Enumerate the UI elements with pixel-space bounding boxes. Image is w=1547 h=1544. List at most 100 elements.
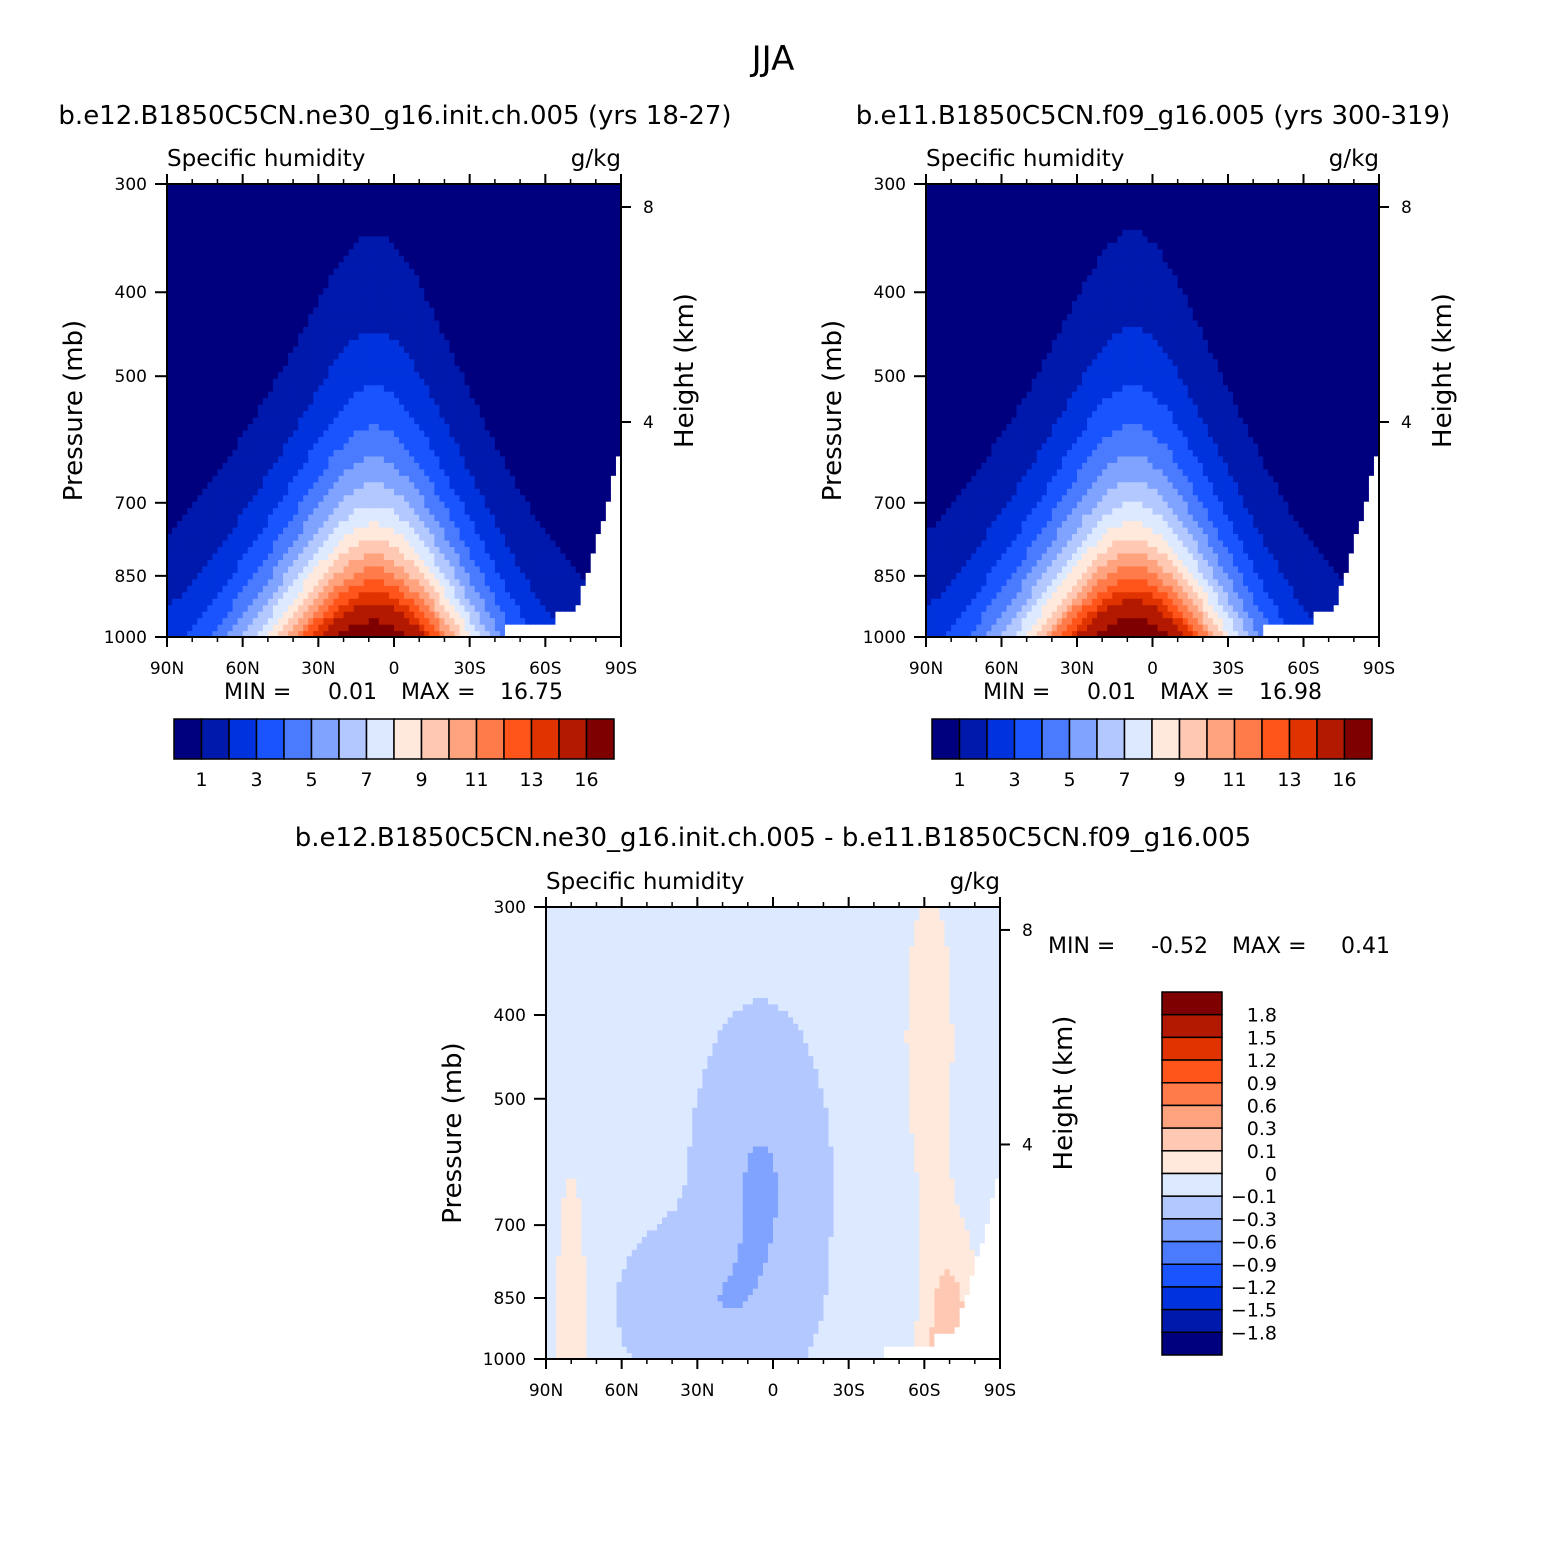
contour-cell xyxy=(358,514,365,522)
contour-cell xyxy=(560,481,567,489)
contour-cell xyxy=(348,294,355,302)
contour-cell xyxy=(580,624,587,632)
contour-cell xyxy=(615,533,622,541)
contour-cell xyxy=(399,306,405,315)
contour-cell xyxy=(247,520,254,528)
contour-cell xyxy=(575,410,582,418)
contour-cell xyxy=(595,501,602,509)
contour-cell xyxy=(419,598,425,606)
contour-cell xyxy=(323,294,330,302)
contour-cell xyxy=(520,546,526,554)
contour-cell xyxy=(605,384,612,392)
contour-cell xyxy=(298,313,304,321)
contour-cell xyxy=(262,630,269,638)
contour-cell xyxy=(267,475,274,483)
contour-cell xyxy=(308,630,314,638)
contour-cell xyxy=(257,358,264,366)
contour-cell xyxy=(252,526,259,535)
contour-cell xyxy=(283,585,289,593)
contour-cell xyxy=(550,533,557,541)
contour-cell xyxy=(192,352,198,360)
contour-cell xyxy=(308,429,314,437)
contour-cell xyxy=(172,371,178,379)
contour-cell xyxy=(242,352,249,360)
contour-cell xyxy=(474,604,481,612)
contour-cell xyxy=(499,468,506,476)
contour-cell xyxy=(187,436,193,444)
contour-cell xyxy=(323,552,330,560)
contour-cell xyxy=(610,598,617,606)
contour-cell xyxy=(414,585,420,593)
contour-cell xyxy=(610,436,617,444)
contour-cell xyxy=(469,539,476,547)
contour-cell xyxy=(222,287,229,295)
contour-cell xyxy=(247,352,254,360)
contour-cell xyxy=(560,332,567,340)
contour-cell xyxy=(434,481,440,489)
contour-cell xyxy=(303,501,309,509)
contour-cell xyxy=(590,442,597,450)
contour-cell xyxy=(525,520,531,528)
contour-cell xyxy=(237,630,244,638)
contour-cell xyxy=(459,294,466,302)
contour-cell xyxy=(510,313,516,321)
contour-cell xyxy=(474,520,481,528)
contour-cell xyxy=(464,306,471,315)
contour-cell xyxy=(469,617,476,625)
contour-cell xyxy=(610,326,617,334)
contour-cell xyxy=(313,442,319,450)
contour-cell xyxy=(172,591,178,599)
contour-cell xyxy=(520,591,526,599)
contour-cell xyxy=(353,287,360,295)
contour-cell xyxy=(227,630,234,638)
contour-cell xyxy=(449,319,456,327)
contour-cell xyxy=(419,468,425,476)
contour-cell xyxy=(449,468,456,476)
contour-cell xyxy=(177,294,183,302)
contour-cell xyxy=(535,287,541,295)
contour-cell xyxy=(464,416,471,425)
contour-cell xyxy=(449,378,456,386)
contour-cell xyxy=(288,365,294,373)
contour-cell xyxy=(525,365,531,373)
contour-cell xyxy=(545,611,551,619)
contour-cell xyxy=(252,352,259,360)
contour-cell xyxy=(439,598,446,606)
contour-cell xyxy=(474,429,481,437)
contour-cell xyxy=(494,436,501,444)
contour-cell xyxy=(414,300,420,308)
contour-cell xyxy=(494,585,501,593)
contour-cell xyxy=(520,526,526,535)
contour-cell xyxy=(429,546,435,554)
contour-cell xyxy=(585,365,592,373)
contour-cell xyxy=(590,598,597,606)
contour-cell xyxy=(388,501,395,509)
contour-cell xyxy=(222,326,229,334)
contour-cell xyxy=(404,494,410,502)
contour-cell xyxy=(404,416,410,425)
contour-cell xyxy=(469,559,476,567)
contour-cell xyxy=(197,488,203,496)
contour-cell xyxy=(515,598,521,606)
contour-cell xyxy=(580,300,587,308)
contour-cell xyxy=(313,488,319,496)
contour-cell xyxy=(585,313,592,321)
contour-cell xyxy=(343,494,350,502)
contour-cell xyxy=(489,475,496,483)
contour-cell xyxy=(343,585,350,593)
contour-cell xyxy=(545,585,551,593)
contour-cell xyxy=(388,287,395,295)
contour-cell xyxy=(177,410,183,418)
contour-cell xyxy=(343,481,350,489)
contour-cell xyxy=(227,572,234,580)
contour-cell xyxy=(459,572,466,580)
contour-cell xyxy=(192,611,198,619)
contour-cell xyxy=(580,494,587,502)
contour-cell xyxy=(510,539,516,547)
contour-cell xyxy=(525,617,531,625)
contour-cell xyxy=(499,416,506,425)
contour-cell xyxy=(207,274,213,282)
contour-cell xyxy=(237,410,244,418)
contour-cell xyxy=(414,624,420,632)
contour-cell xyxy=(555,468,562,476)
